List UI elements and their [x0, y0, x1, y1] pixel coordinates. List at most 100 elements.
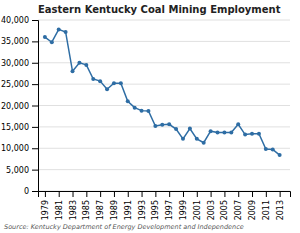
- x-tick-label: 1999: [179, 200, 188, 220]
- point: [216, 130, 220, 134]
- y-tick: 15,000: [1, 123, 38, 132]
- y-tick-mark: [32, 41, 38, 42]
- point: [105, 87, 109, 91]
- point: [77, 61, 81, 65]
- x-tick: 1979: [41, 191, 50, 220]
- x-tick: 1993: [138, 191, 147, 220]
- x-axis-line: [39, 192, 291, 198]
- x-tick: 1983: [69, 191, 78, 220]
- point: [84, 63, 88, 67]
- point: [119, 81, 123, 85]
- x-tick-mark: [211, 191, 212, 197]
- x-tick-mark: [183, 191, 184, 197]
- y-tick-label: 25,000: [1, 80, 29, 89]
- y-tick-mark: [32, 148, 38, 149]
- y-tick-label: 0: [24, 187, 29, 196]
- x-tick-label: 2011: [262, 200, 271, 220]
- x-tick-mark: [224, 191, 225, 197]
- x-tick: 1981: [55, 191, 64, 220]
- point: [271, 148, 275, 152]
- point: [202, 141, 206, 145]
- grid-line: [38, 62, 290, 63]
- grid: [38, 20, 290, 191]
- x-tick-label: 1985: [82, 200, 91, 220]
- y-tick: 35,000: [1, 37, 38, 46]
- chart: Eastern Kentucky Coal Mining Employment 0…: [0, 0, 300, 233]
- grid-line: [38, 169, 290, 170]
- x-tick-mark: [59, 191, 60, 197]
- grid-line: [38, 126, 290, 127]
- x-tick-mark: [100, 191, 101, 197]
- x-tick-mark: [238, 191, 239, 197]
- point: [174, 127, 178, 131]
- x-tick-label: 1987: [96, 200, 105, 220]
- point: [264, 147, 268, 151]
- x-tick-label: 1989: [110, 200, 119, 220]
- x-tick: 1991: [124, 191, 133, 220]
- y-tick: 20,000: [1, 102, 38, 111]
- y-tick: 10,000: [1, 144, 38, 153]
- y-tick-label: 30,000: [1, 59, 29, 68]
- x-tick: 1985: [82, 191, 91, 220]
- x-axis: 1979198119831985198719891991199319951997…: [39, 191, 291, 220]
- x-tick: 1999: [179, 191, 188, 220]
- y-tick-label: 5,000: [6, 166, 29, 175]
- point: [146, 109, 150, 113]
- x-tick-mark: [86, 191, 87, 197]
- title: Eastern Kentucky Coal Mining Employment: [38, 4, 281, 15]
- x-tick-mark: [73, 191, 74, 197]
- y-tick-mark: [32, 191, 38, 192]
- grid-line: [38, 41, 290, 42]
- point: [181, 137, 185, 141]
- grid-line: [38, 148, 290, 149]
- point: [167, 122, 171, 126]
- x-tick-label: 2013: [276, 200, 285, 220]
- point: [43, 35, 47, 39]
- point: [188, 127, 192, 131]
- line: [45, 29, 280, 155]
- y-axis-line: [32, 21, 39, 192]
- point: [209, 129, 213, 133]
- point: [236, 122, 240, 126]
- y-tick-mark: [32, 170, 38, 171]
- x-tick: 1987: [96, 191, 105, 220]
- x-tick: 2011: [262, 191, 271, 220]
- y-tick: 25,000: [1, 80, 38, 89]
- annotation: Source: Kentucky Department of Energy De…: [4, 223, 244, 231]
- point: [64, 30, 68, 34]
- point: [250, 132, 254, 136]
- grid-line: [38, 84, 290, 85]
- point: [243, 133, 247, 137]
- x-tick-mark: [197, 191, 198, 197]
- point: [91, 77, 95, 81]
- x-tick-label: 1997: [165, 200, 174, 220]
- x-tick-label: 2001: [193, 200, 202, 220]
- x-tick: 2005: [220, 191, 229, 220]
- x-tick: 2013: [276, 191, 285, 220]
- x-tick-label: 2003: [207, 200, 216, 220]
- x-tick: 2003: [207, 191, 216, 220]
- point: [257, 132, 261, 136]
- point: [140, 109, 144, 113]
- x-tick: 1989: [110, 191, 119, 220]
- x-tick-mark: [114, 191, 115, 197]
- grid-line: [38, 105, 290, 106]
- x-tick-label: 2009: [248, 200, 257, 220]
- point: [57, 27, 61, 31]
- y-tick-label: 35,000: [1, 37, 29, 46]
- x-tick: 1997: [165, 191, 174, 220]
- y-tick-label: 20,000: [1, 102, 29, 111]
- point: [50, 40, 54, 44]
- y-tick: 30,000: [1, 59, 38, 68]
- x-tick-mark: [252, 191, 253, 197]
- point: [195, 137, 199, 141]
- point: [153, 124, 157, 128]
- point: [222, 130, 226, 134]
- y-tick-mark: [32, 127, 38, 128]
- y-tick: 0: [24, 187, 38, 196]
- point: [71, 69, 75, 73]
- x-tick-mark: [169, 191, 170, 197]
- point: [278, 153, 282, 157]
- x-tick-label: 1983: [69, 200, 78, 220]
- series: [43, 27, 282, 157]
